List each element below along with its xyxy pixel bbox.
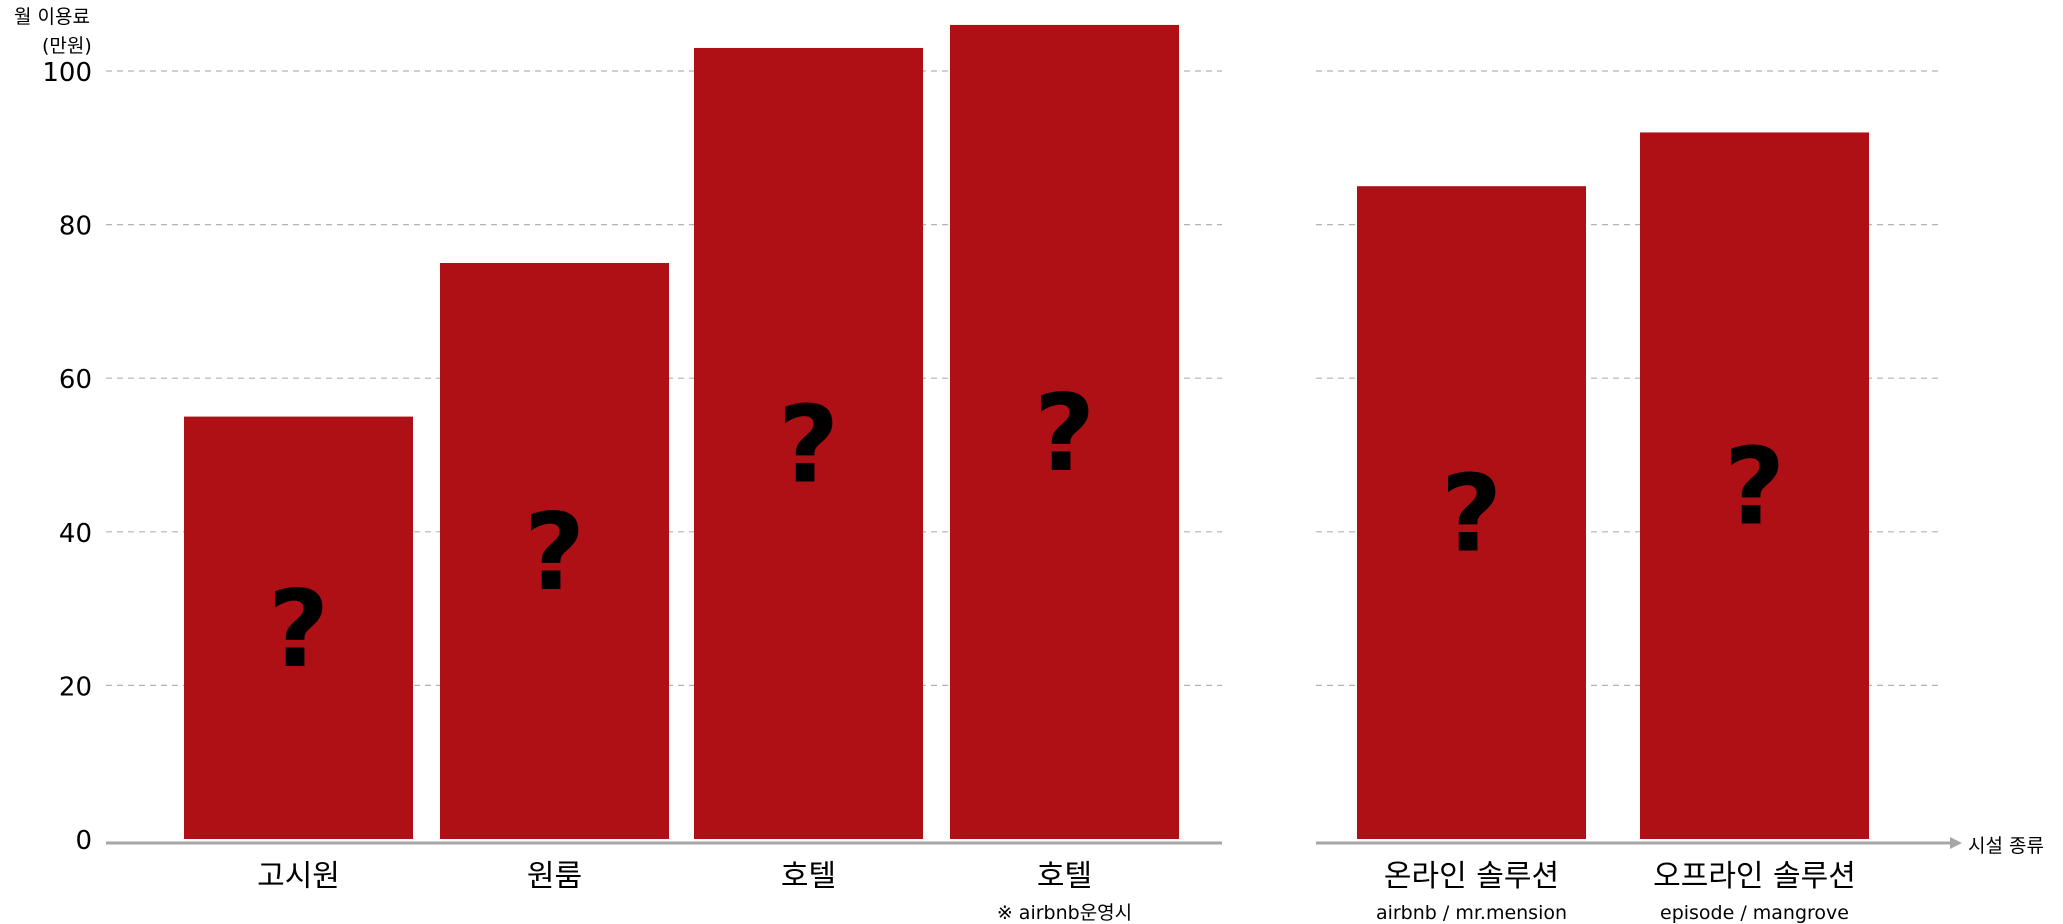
bar-label: ? — [1034, 372, 1096, 495]
x-tick-label: 호텔 — [1037, 859, 1092, 894]
x-axis-label: 시설 종류 — [1968, 835, 2044, 857]
x-tick-label: 온라인 솔루션 — [1384, 859, 1559, 894]
bar — [440, 263, 669, 839]
x-axis-arrow-icon — [1950, 837, 1962, 849]
bar-label: ? — [268, 568, 330, 691]
bar-label: ? — [1724, 426, 1786, 549]
y-tick-label: 100 — [42, 58, 92, 88]
bar — [1640, 132, 1869, 839]
x-tick-label: 고시원 — [257, 859, 340, 894]
bar-label: ? — [524, 491, 586, 614]
bar — [694, 47, 923, 839]
x-tick-sublabel: episode / mangrove — [1660, 902, 1849, 924]
y-tick-label: 80 — [59, 212, 92, 242]
y-tick-label: 20 — [59, 672, 92, 702]
labels: 0 20 40 60 80 100 월 이용료 (만원)? 고시원? 원룸? 호텔? 호텔 ※ airb… — [14, 6, 2044, 924]
axes — [106, 837, 1962, 849]
x-tick-sublabel: airbnb / mr.mension — [1376, 902, 1567, 924]
y-tick-label: 40 — [59, 519, 92, 549]
bars — [184, 24, 1869, 840]
y-axis-label: 월 이용료 — [14, 6, 90, 28]
x-tick-label: 원룸 — [527, 859, 582, 894]
bar — [1357, 186, 1586, 839]
bar — [950, 24, 1179, 840]
bar-label: ? — [1441, 453, 1503, 576]
bar — [184, 416, 413, 839]
y-tick-label: 60 — [59, 365, 92, 395]
y-tick-label: 0 — [75, 826, 92, 856]
y-axis-label: (만원) — [42, 35, 92, 57]
bar-label: ? — [778, 383, 840, 506]
x-tick-label: 오프라인 솔루션 — [1653, 859, 1856, 894]
x-tick-sublabel: ※ airbnb운영시 — [997, 902, 1132, 924]
x-tick-label: 호텔 — [781, 859, 836, 894]
